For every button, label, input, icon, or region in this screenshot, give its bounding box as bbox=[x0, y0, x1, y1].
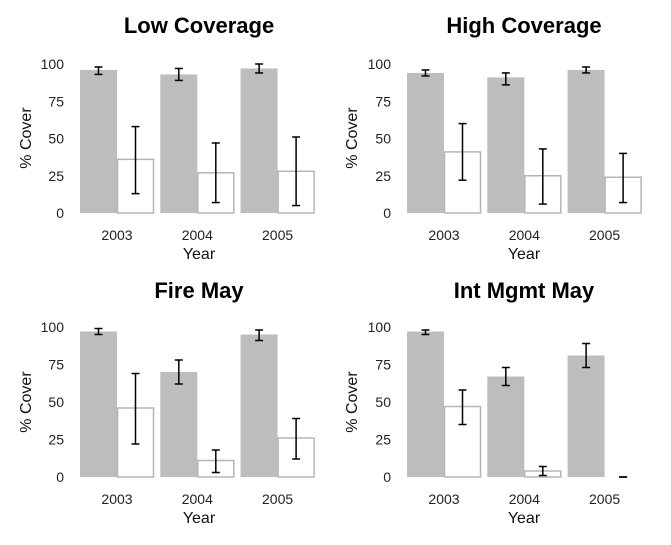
chart-title: High Coverage bbox=[446, 13, 601, 38]
bar bbox=[407, 72, 444, 213]
bar bbox=[407, 331, 444, 477]
bar bbox=[487, 77, 525, 213]
y-tick-label: 50 bbox=[48, 131, 64, 147]
y-tick-label: 100 bbox=[368, 56, 392, 72]
x-tick-label: 2004 bbox=[509, 227, 540, 243]
bar bbox=[567, 69, 605, 214]
y-tick-label: 25 bbox=[48, 432, 64, 448]
y-tick-label: 50 bbox=[375, 131, 391, 147]
chart-panel-4: Int Mgmt May 0 25 50 75 100 % Cover 2003 2004 200… bbox=[344, 278, 628, 527]
chart-panel-3: Fire May 0 25 50 75 100 % Cover 2003 2004 2005 Yea… bbox=[18, 278, 315, 527]
x-axis-label: Year bbox=[508, 246, 541, 263]
chart-title: Fire May bbox=[154, 278, 244, 303]
x-tick-label: 2003 bbox=[101, 227, 132, 243]
bar bbox=[160, 372, 198, 477]
y-tick-label: 25 bbox=[375, 168, 391, 184]
y-axis-label: % Cover bbox=[18, 107, 35, 169]
y-tick-label: 0 bbox=[383, 469, 391, 485]
x-tick-label: 2003 bbox=[428, 227, 459, 243]
bar bbox=[487, 376, 525, 477]
x-tick-label: 2003 bbox=[101, 491, 132, 507]
chart-title: Int Mgmt May bbox=[454, 278, 595, 303]
y-tick-label: 50 bbox=[375, 394, 391, 410]
chart-title: Low Coverage bbox=[124, 13, 274, 38]
y-tick-label: 0 bbox=[56, 205, 64, 221]
x-tick-label: 2004 bbox=[182, 491, 213, 507]
x-axis-label: Year bbox=[183, 246, 216, 263]
x-tick-label: 2003 bbox=[428, 491, 459, 507]
bar bbox=[80, 331, 117, 477]
x-tick-label: 2005 bbox=[589, 227, 620, 243]
y-tick-label: 25 bbox=[375, 432, 391, 448]
chart-panel-1: Low Coverage 0 25 50 75 100 % Cover 2003 2004 200… bbox=[18, 13, 315, 263]
y-tick-label: 50 bbox=[48, 394, 64, 410]
y-tick-label: 100 bbox=[368, 319, 392, 335]
y-axis-label: % Cover bbox=[344, 107, 361, 169]
x-tick-label: 2005 bbox=[589, 491, 620, 507]
x-tick-label: 2004 bbox=[182, 227, 213, 243]
y-tick-label: 75 bbox=[48, 357, 64, 373]
y-tick-label: 100 bbox=[41, 56, 65, 72]
y-tick-label: 75 bbox=[375, 357, 391, 373]
x-tick-label: 2004 bbox=[509, 491, 540, 507]
bar bbox=[240, 68, 278, 213]
chart-panel-2: High Coverage 0 25 50 75 100 % Cover 2003 2004 20… bbox=[344, 13, 642, 263]
y-tick-label: 75 bbox=[375, 93, 391, 109]
bar bbox=[567, 355, 605, 477]
y-tick-label: 0 bbox=[56, 469, 64, 485]
y-axis-label: % Cover bbox=[18, 371, 35, 433]
y-axis-label: % Cover bbox=[344, 371, 361, 433]
bar bbox=[160, 74, 198, 214]
y-tick-label: 25 bbox=[48, 168, 64, 184]
y-tick-label: 75 bbox=[48, 93, 64, 109]
x-axis-label: Year bbox=[508, 510, 541, 527]
x-axis-label: Year bbox=[183, 510, 216, 527]
bar bbox=[240, 334, 278, 477]
bar bbox=[80, 69, 117, 214]
y-tick-label: 100 bbox=[41, 319, 65, 335]
y-tick-label: 0 bbox=[383, 205, 391, 221]
x-tick-label: 2005 bbox=[262, 227, 293, 243]
x-tick-label: 2005 bbox=[262, 491, 293, 507]
